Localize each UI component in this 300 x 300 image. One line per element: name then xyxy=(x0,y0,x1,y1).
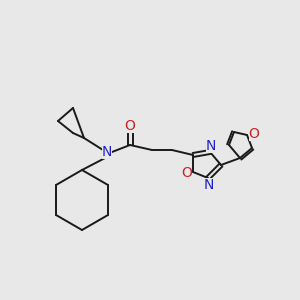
Text: O: O xyxy=(182,166,192,180)
Text: N: N xyxy=(206,139,216,153)
Text: N: N xyxy=(204,178,214,192)
Text: N: N xyxy=(102,145,112,159)
Text: O: O xyxy=(124,119,135,133)
Text: O: O xyxy=(249,127,260,141)
